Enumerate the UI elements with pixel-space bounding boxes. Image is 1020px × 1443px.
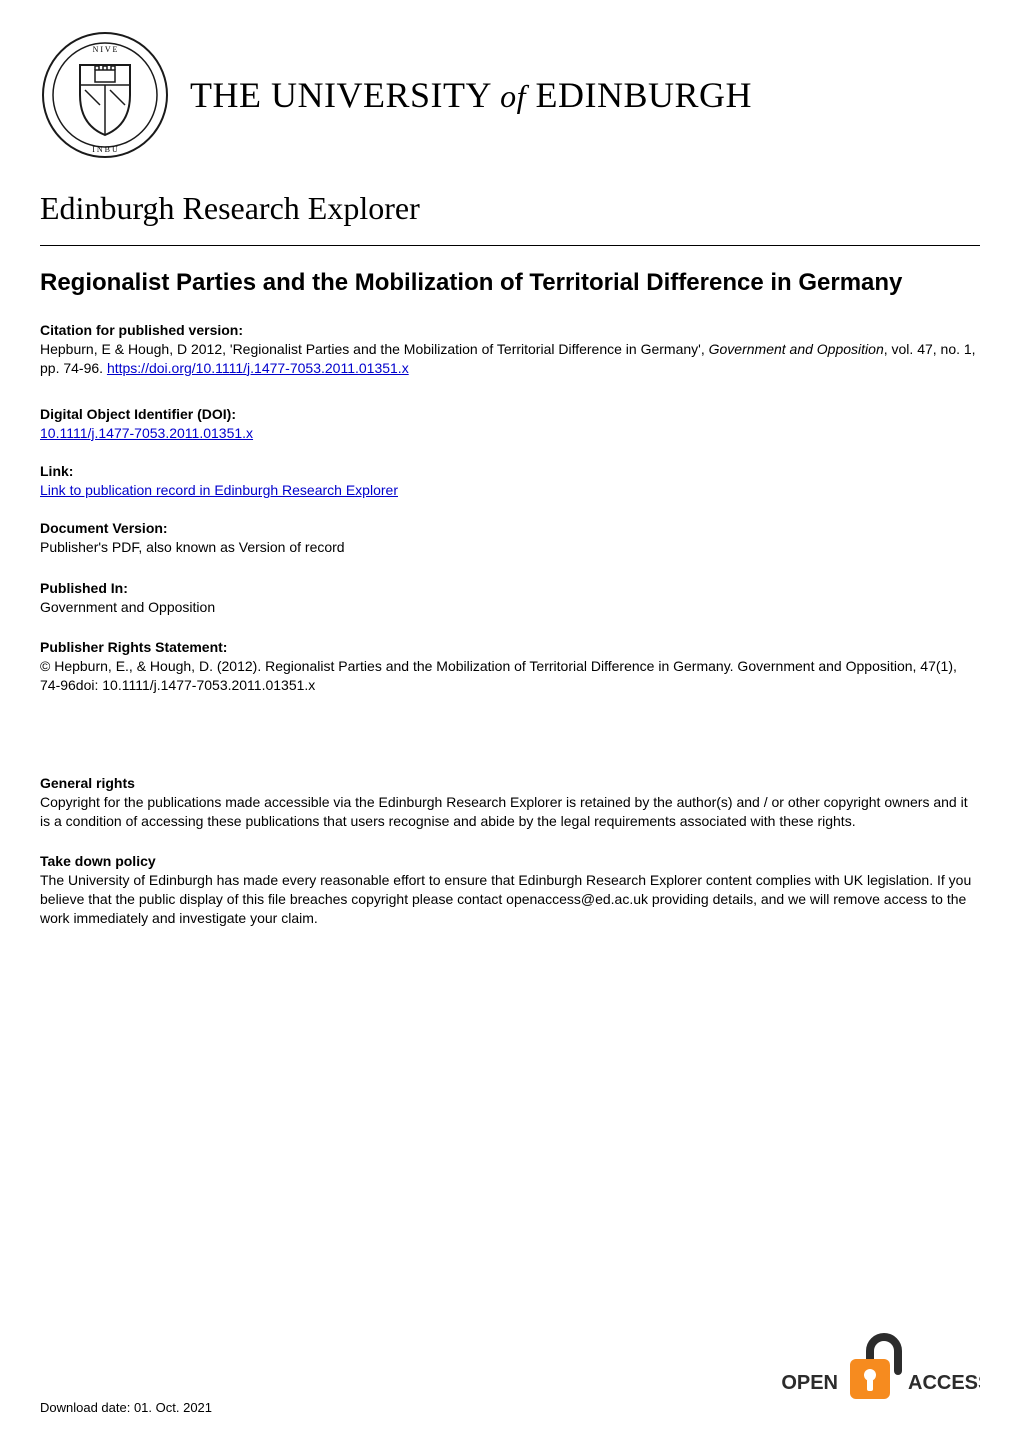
download-date: Download date: 01. Oct. 2021 [40, 1400, 212, 1415]
university-crest-icon: N I V E I N B U [40, 30, 170, 160]
takedown-body: The University of Edinburgh has made eve… [40, 871, 980, 928]
open-text: OPEN [781, 1372, 838, 1394]
link-heading: Link: [40, 463, 980, 479]
published-in-body: Government and Opposition [40, 598, 980, 617]
published-in-heading: Published In: [40, 580, 980, 596]
general-rights-heading: General rights [40, 775, 980, 791]
doi-heading: Digital Object Identifier (DOI): [40, 406, 980, 422]
doi-value-link[interactable]: 10.1111/j.1477-7053.2011.01351.x [40, 425, 253, 441]
explorer-title: Edinburgh Research Explorer [0, 180, 1020, 245]
access-text: ACCESS [908, 1372, 980, 1394]
rights-section: Publisher Rights Statement: © Hepburn, E… [0, 617, 1020, 695]
citation-body: Hepburn, E & Hough, D 2012, 'Regionalist… [40, 340, 980, 378]
doi-link[interactable]: https://doi.org/10.1111/j.1477-7053.2011… [107, 360, 409, 376]
university-title: THE UNIVERSITY of EDINBURGH [190, 74, 752, 116]
doi-section: Digital Object Identifier (DOI): 10.1111… [0, 378, 1020, 443]
footer: Download date: 01. Oct. 2021 OPEN ACCESS [40, 1325, 980, 1415]
publication-record-link[interactable]: Link to publication record in Edinburgh … [40, 482, 398, 498]
svg-text:N I V E: N I V E [93, 45, 118, 54]
open-access-badge: OPEN ACCESS [760, 1325, 980, 1415]
general-rights-section: General rights Copyright for the publica… [0, 695, 1020, 831]
takedown-heading: Take down policy [40, 853, 980, 869]
published-in-section: Published In: Government and Opposition [0, 556, 1020, 617]
citation-heading: Citation for published version: [40, 322, 980, 338]
link-section: Link: Link to publication record in Edin… [0, 443, 1020, 500]
takedown-section: Take down policy The University of Edinb… [0, 831, 1020, 928]
doc-version-section: Document Version: Publisher's PDF, also … [0, 500, 1020, 557]
header: N I V E I N B U THE UNIVERSITY of EDINBU… [0, 0, 1020, 180]
doc-version-heading: Document Version: [40, 520, 980, 536]
rights-body: © Hepburn, E., & Hough, D. (2012). Regio… [40, 657, 980, 695]
svg-text:I N B U: I N B U [92, 145, 118, 154]
doc-version-body: Publisher's PDF, also known as Version o… [40, 538, 980, 557]
citation-section: Citation for published version: Hepburn,… [0, 308, 1020, 378]
paper-title: Regionalist Parties and the Mobilization… [0, 246, 1020, 308]
general-rights-body: Copyright for the publications made acce… [40, 793, 980, 831]
rights-heading: Publisher Rights Statement: [40, 639, 980, 655]
